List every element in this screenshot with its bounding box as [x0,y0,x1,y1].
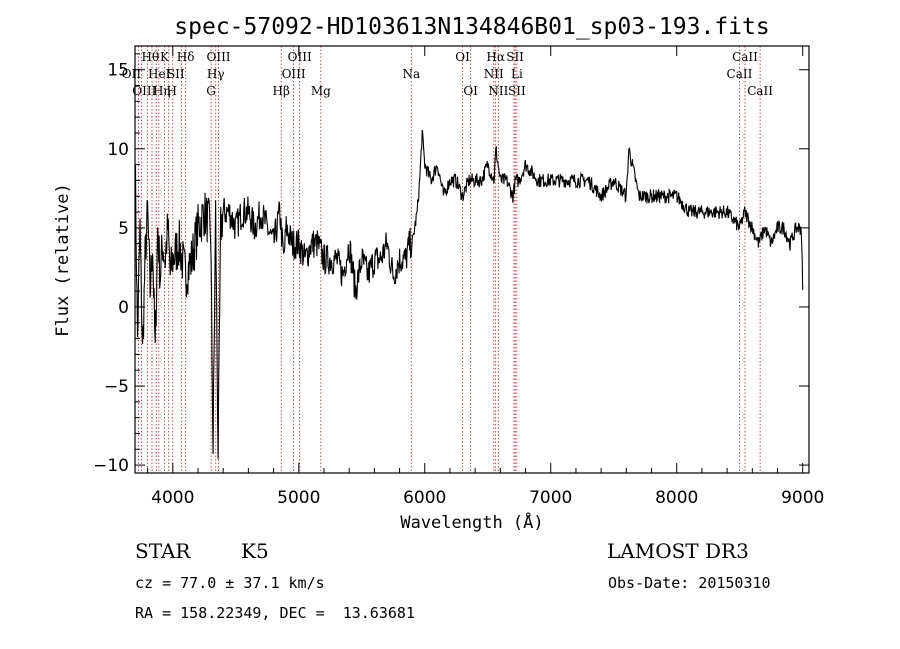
info-cz: cz = 77.0 ± 37.1 km/s [135,574,325,592]
emission-line-labels: OII OIII Hθ HeI Hη K H SII Hδ G Hγ OIII Hβ OIII OIII Mg… [122,50,774,98]
marker-label-1: OIII [132,84,156,98]
marker-label-13: OIII [206,50,230,64]
y-tick-label: −5 [104,377,129,397]
y-tick-label: 15 [107,61,129,81]
marker-label-7: H [167,84,177,98]
marker-label-12: Hγ [207,67,225,81]
marker-label-22: Hα [486,50,505,64]
x-tick-label: 4000 [151,488,194,508]
x-tick-label: 6000 [403,488,446,508]
marker-label-16: OIII [288,50,312,64]
marker-label-4: HeI [148,67,171,81]
x-tick-label: 5000 [277,488,320,508]
chart-title: spec-57092-HD103613N134846B01_sp03-193.f… [174,14,769,40]
marker-label-24: Li [511,67,523,81]
marker-label-6: K [160,50,170,64]
marker-label-26: SII [508,84,526,98]
marker-label-23: NII [488,84,508,98]
marker-label-5: Hη [153,84,171,98]
x-axis-ticks: 4000 5000 6000 7000 8000 9000 [147,46,824,508]
marker-label-9: Hδ [177,50,195,64]
marker-label-21: NII [484,67,504,81]
plot-frame [134,45,810,474]
info-object-class: STAR [135,539,191,563]
y-axis-ticks: −10 −5 0 5 10 15 [93,53,809,476]
marker-label-28: CaII [732,50,758,64]
y-tick-label: −10 [93,456,129,476]
x-tick-label: 7000 [529,488,572,508]
spectrum-series-line [134,129,804,459]
marker-label-25: SII [506,50,524,64]
marker-label-19: OI [455,50,470,64]
marker-label-18: Na [402,67,420,81]
marker-label-17: Mg [311,84,331,98]
y-axis-label: Flux (relative) [53,183,73,337]
info-survey: LAMOST DR3 [607,539,749,563]
marker-label-2: Hθ [141,50,159,64]
marker-label-11: G [206,84,216,98]
x-tick-label: 9000 [781,488,824,508]
info-obs-date: Obs-Date: 20150310 [608,574,771,592]
marker-label-14: Hβ [273,84,290,98]
info-subclass: K5 [241,539,269,563]
info-coordinates: RA = 158.22349, DEC = 13.63681 [135,604,415,622]
emission-line-markers [138,46,761,473]
marker-label-8: SII [167,67,185,81]
marker-label-29: CaII [747,84,773,98]
marker-label-27: CaII [727,67,753,81]
y-tick-label: 0 [118,298,129,318]
x-tick-label: 8000 [655,488,698,508]
marker-label-20: OI [463,84,478,98]
marker-label-15: OIII [282,67,306,81]
y-tick-label: 5 [118,219,129,239]
y-tick-label: 10 [107,140,129,160]
marker-label-0: OII [122,67,142,81]
x-axis-label: Wavelength (Å) [400,511,543,533]
